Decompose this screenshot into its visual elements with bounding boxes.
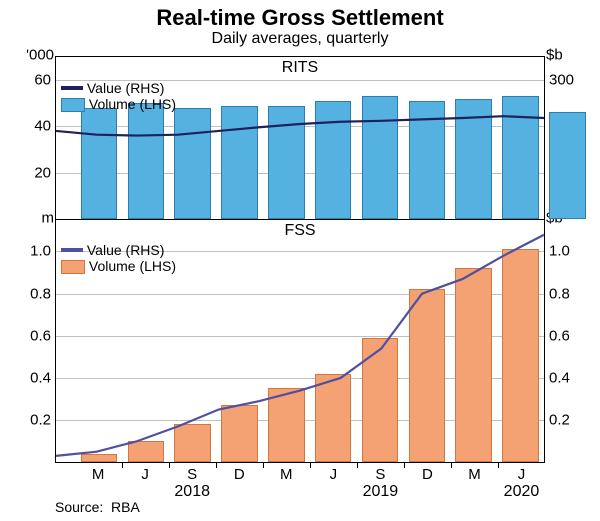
bar	[549, 112, 586, 218]
legend-label: Value (RHS)	[87, 80, 165, 97]
x-month-label: S	[375, 466, 385, 483]
x-tick	[216, 463, 217, 468]
legend-item: Value (RHS)	[61, 80, 176, 97]
y-tick-left: 0.6	[30, 327, 56, 344]
x-year-label: 2019	[363, 483, 399, 501]
unit-right-top: $b	[544, 47, 563, 64]
chart-container: Real-time Gross Settlement Daily average…	[0, 0, 600, 521]
source-label: Source:	[55, 499, 103, 515]
unit-left-top: '000	[26, 47, 56, 64]
panel-title-fss: FSS	[56, 222, 544, 240]
x-tick	[404, 463, 405, 468]
x-month-label: D	[234, 466, 245, 483]
legend-label: Volume (LHS)	[89, 96, 176, 113]
chart-title: Real-time Gross Settlement	[0, 0, 600, 30]
y-tick-right: 1.0	[544, 243, 570, 260]
legend-line-swatch	[61, 248, 83, 252]
x-tick	[357, 463, 358, 468]
y-tick-left: 20	[34, 164, 56, 181]
legend-label: Volume (LHS)	[89, 258, 176, 275]
y-tick-left: 1.0	[30, 243, 56, 260]
x-month-label: M	[280, 466, 293, 483]
legend-rits: Value (RHS)Volume (LHS)	[61, 80, 176, 114]
x-year-label: 2020	[504, 483, 540, 501]
legend-bar-swatch	[61, 98, 85, 112]
x-month-label: S	[187, 466, 197, 483]
legend-bar-swatch	[61, 260, 85, 274]
chart-subtitle: Daily averages, quarterly	[0, 30, 600, 52]
unit-left-bottom: m	[42, 209, 57, 226]
legend-item: Volume (LHS)	[61, 258, 176, 275]
x-month-label: J	[518, 466, 526, 483]
legend-item: Value (RHS)	[61, 242, 176, 259]
panel-title-rits: RITS	[56, 59, 544, 77]
x-tick	[451, 463, 452, 468]
x-month-label: M	[468, 466, 481, 483]
x-year-label: 2018	[174, 483, 210, 501]
legend-fss: Value (RHS)Volume (LHS)	[61, 242, 176, 276]
y-tick-left: 0.4	[30, 369, 56, 386]
panel-fss: m $b FSS Value (RHS)Volume (LHS) 0.20.40…	[55, 219, 545, 463]
source-line: Source: RBA	[55, 499, 140, 515]
x-tick	[498, 463, 499, 468]
legend-item: Volume (LHS)	[61, 96, 176, 113]
x-month-label: D	[422, 466, 433, 483]
y-tick-left: 0.2	[30, 411, 56, 428]
y-tick-left: 60	[34, 72, 56, 89]
panel-rits: '000 $b RITS Value (RHS)Volume (LHS) 204…	[55, 56, 545, 219]
x-tick	[122, 463, 123, 468]
y-tick-left: 40	[34, 118, 56, 135]
y-tick-right: 0.2	[544, 411, 570, 428]
y-tick-right: 0.6	[544, 327, 570, 344]
panels: '000 $b RITS Value (RHS)Volume (LHS) 204…	[55, 56, 545, 463]
x-month-label: J	[330, 466, 338, 483]
y-tick-right: 0.8	[544, 285, 570, 302]
value-line	[56, 116, 544, 135]
y-tick-left: 0.8	[30, 285, 56, 302]
legend-line-swatch	[61, 86, 83, 90]
x-tick	[169, 463, 170, 468]
x-tick	[263, 463, 264, 468]
legend-label: Value (RHS)	[87, 242, 165, 259]
x-month-label: M	[92, 466, 105, 483]
y-tick-right: 0.4	[544, 369, 570, 386]
x-tick	[310, 463, 311, 468]
y-tick-right: 300	[544, 72, 574, 89]
source-value: RBA	[111, 499, 140, 515]
x-month-label: J	[141, 466, 149, 483]
